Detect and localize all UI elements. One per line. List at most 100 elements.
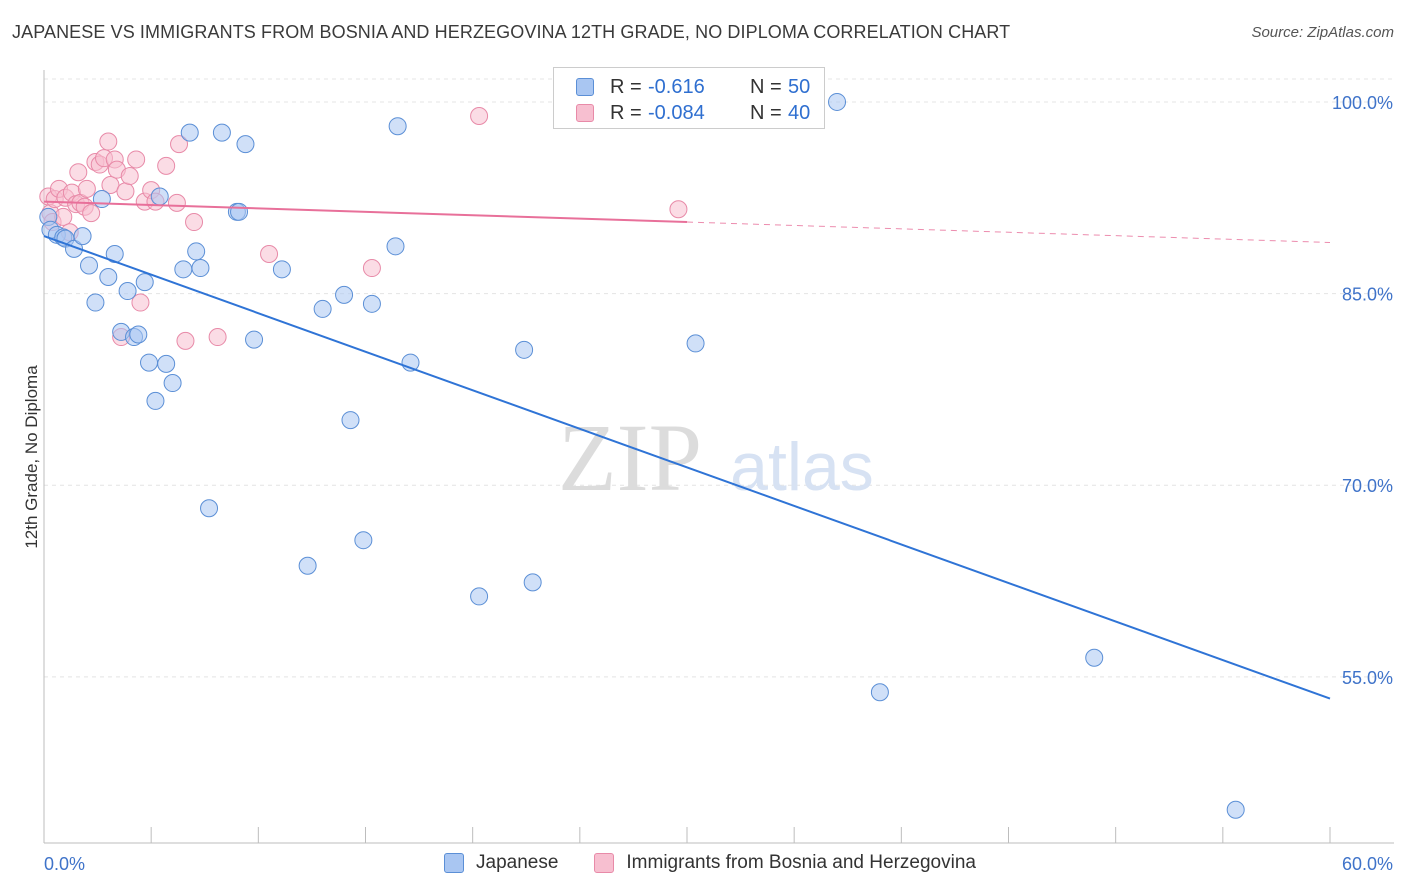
bosnia-point (170, 135, 189, 154)
y-axis-label: 12th Grade, No Diploma (22, 365, 41, 549)
bosnia-point (157, 156, 176, 175)
legend-label-bosnia: Immigrants from Bosnia and Herzegovina (626, 852, 976, 873)
trend-lines (43, 200, 1331, 700)
japanese-point (245, 330, 264, 349)
bosnia-point (185, 213, 204, 232)
japanese-point (118, 282, 137, 301)
bosnia-trend-extension (686, 221, 1331, 243)
watermark-zip: ZIP (558, 404, 702, 511)
bosnia-point (120, 167, 139, 186)
legend-swatch-bosnia (576, 104, 594, 122)
japanese-point (341, 411, 360, 430)
japanese-point (1085, 648, 1104, 667)
japanese-point (180, 123, 199, 142)
bosnia-point (362, 259, 381, 278)
source-label: Source: ZipAtlas.com (1251, 24, 1394, 41)
chart-title: JAPANESE VS IMMIGRANTS FROM BOSNIA AND H… (12, 22, 1011, 42)
legend-r-label: R = (610, 75, 642, 98)
japanese-point (354, 531, 373, 550)
japanese-point (146, 391, 165, 410)
japanese-point (515, 340, 534, 359)
y-tick-label: 100.0% (1332, 93, 1393, 113)
bosnia-point (208, 328, 227, 347)
legend-r-value: -0.616 (648, 75, 705, 98)
watermark: ZIP atlas (558, 404, 874, 511)
series-bosnia-points (39, 106, 688, 350)
japanese-point (92, 190, 111, 209)
japanese-point (73, 227, 92, 246)
series-legend: Japanese Immigrants from Bosnia and Herz… (444, 852, 1012, 874)
japanese-point (163, 374, 182, 393)
bosnia-point (167, 193, 186, 212)
grid-layer (44, 78, 1394, 678)
japanese-point (236, 135, 255, 154)
watermark-atlas: atlas (730, 429, 874, 505)
legend-r-value: -0.084 (648, 101, 705, 124)
bosnia-point (82, 204, 101, 223)
bosnia-point (69, 163, 88, 182)
japanese-point (135, 273, 154, 292)
japanese-point (870, 683, 889, 702)
bosnia-point (54, 207, 73, 226)
japanese-point (298, 556, 317, 575)
legend-n-value: 40 (788, 101, 811, 124)
japanese-point (470, 587, 489, 606)
x-tick-label: 60.0% (1342, 854, 1393, 874)
legend-swatch-japanese (576, 78, 594, 96)
japanese-point (212, 123, 231, 142)
legend-r-label: R = (610, 101, 642, 124)
japanese-point (99, 267, 118, 286)
bosnia-point (99, 132, 118, 151)
y-tick-label: 55.0% (1342, 668, 1393, 688)
bosnia-trend-line (43, 200, 688, 224)
japanese-point (80, 256, 99, 275)
x-tick-label: 0.0% (44, 854, 85, 874)
legend-item-bosnia[interactable]: Immigrants from Bosnia and Herzegovina (594, 852, 976, 874)
legend-n-value: 50 (788, 75, 811, 98)
bosnia-point (116, 182, 135, 201)
japanese-point (362, 294, 381, 313)
bosnia-point (470, 106, 489, 125)
japanese-point (335, 285, 354, 304)
japanese-point (388, 117, 407, 136)
bosnia-point (260, 244, 279, 263)
japanese-point (200, 499, 219, 518)
correlation-legend: R = -0.616 N = 50 R = -0.084 N = 40 (553, 67, 825, 129)
legend-row-bosnia: R = -0.084 N = 40 (576, 100, 810, 126)
bosnia-point (669, 200, 688, 219)
japanese-point (157, 354, 176, 373)
y-tick-label: 70.0% (1342, 476, 1393, 496)
legend-label-japanese: Japanese (476, 852, 559, 873)
japanese-trend-line (43, 235, 1331, 700)
legend-n-label: N = (750, 101, 782, 124)
axes-layer (43, 70, 1394, 844)
japanese-point (174, 260, 193, 279)
japanese-point (272, 260, 291, 279)
japanese-point (230, 202, 249, 221)
bosnia-point (127, 150, 146, 169)
legend-item-japanese[interactable]: Japanese (444, 852, 558, 874)
japanese-point (828, 92, 847, 111)
bosnia-point (77, 179, 96, 198)
japanese-point (140, 353, 159, 372)
legend-n-label: N = (750, 75, 782, 98)
legend-swatch-bosnia (594, 853, 615, 873)
bosnia-point (176, 331, 195, 350)
japanese-point (129, 325, 148, 344)
japanese-point (313, 299, 332, 318)
japanese-point (187, 242, 206, 261)
y-tick-label: 85.0% (1342, 285, 1393, 305)
japanese-point (150, 187, 169, 206)
legend-swatch-japanese (444, 853, 464, 873)
japanese-point (686, 334, 705, 353)
tick-labels: 55.0% 70.0% 85.0% 100.0% 0.0% 60.0% (44, 93, 1393, 874)
japanese-point (386, 237, 405, 256)
japanese-point (523, 573, 542, 592)
japanese-point (86, 293, 105, 312)
japanese-point (1226, 800, 1245, 819)
bosnia-point (101, 175, 120, 194)
legend-row-japanese: R = -0.616 N = 50 (576, 74, 810, 100)
bosnia-point (131, 293, 150, 312)
japanese-point (191, 259, 210, 278)
